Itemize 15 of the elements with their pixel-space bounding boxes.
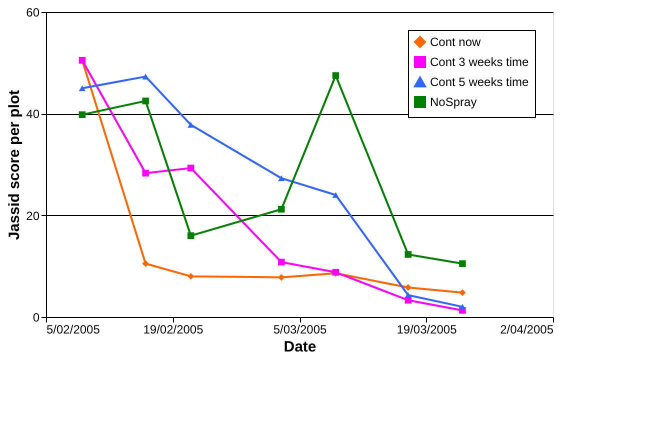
x-tick-label: 19/03/2005: [396, 322, 458, 336]
x-tick-label: 5/03/2005: [273, 322, 328, 336]
legend-label: Cont now: [430, 35, 482, 49]
legend-label: Cont 5 weeks time: [430, 75, 530, 89]
x-tick-label: 19/02/2005: [143, 322, 204, 336]
y-tick-label: 60: [26, 6, 40, 20]
x-axis-title: Date: [284, 338, 316, 356]
y-axis-title: Jassid score per plot: [6, 90, 24, 240]
legend-label: Cont 3 weeks time: [430, 55, 530, 69]
y-tick-label: 0: [32, 310, 40, 324]
legend-label: NoSpray: [430, 95, 477, 109]
y-tick-label: 20: [26, 208, 40, 223]
x-tick-label: 2/04/2005: [500, 322, 554, 336]
x-tick-label: 5/02/2005: [46, 322, 100, 336]
y-tick-label: 40: [26, 107, 40, 122]
